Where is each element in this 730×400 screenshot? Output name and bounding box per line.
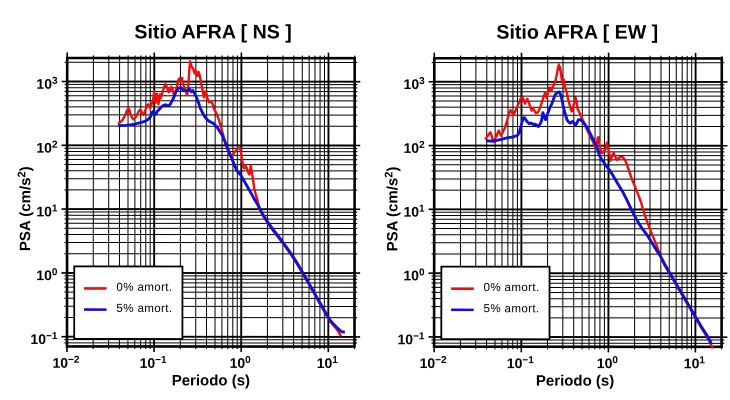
svg-text:101: 101 xyxy=(684,355,706,371)
svg-text:10−1: 10−1 xyxy=(140,355,167,371)
svg-text:10−2: 10−2 xyxy=(52,355,79,371)
svg-text:100: 100 xyxy=(230,355,252,371)
svg-text:5% amort.: 5% amort. xyxy=(484,302,540,315)
svg-text:Sitio AFRA [ NS ]: Sitio AFRA [ NS ] xyxy=(134,21,291,43)
svg-text:10−1: 10−1 xyxy=(507,355,534,371)
svg-text:0% amort.: 0% amort. xyxy=(116,281,172,294)
svg-text:101: 101 xyxy=(317,355,339,371)
svg-text:PSA (cm/s2): PSA (cm/s2) xyxy=(16,166,34,251)
svg-text:0% amort.: 0% amort. xyxy=(484,281,540,294)
svg-text:Periodo (s): Periodo (s) xyxy=(536,373,614,390)
svg-text:10−2: 10−2 xyxy=(420,355,447,371)
svg-text:Sitio AFRA [ EW ]: Sitio AFRA [ EW ] xyxy=(496,22,658,44)
svg-text:PSA (cm/s2): PSA (cm/s2) xyxy=(383,167,401,252)
svg-text:100: 100 xyxy=(597,355,619,371)
svg-text:Periodo (s): Periodo (s) xyxy=(172,372,250,389)
svg-text:5% amort.: 5% amort. xyxy=(116,302,172,315)
